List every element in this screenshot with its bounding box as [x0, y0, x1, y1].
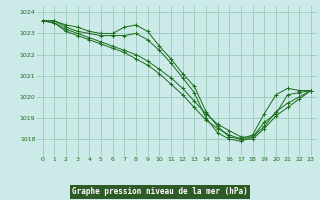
Text: Graphe pression niveau de la mer (hPa): Graphe pression niveau de la mer (hPa) [72, 188, 248, 196]
